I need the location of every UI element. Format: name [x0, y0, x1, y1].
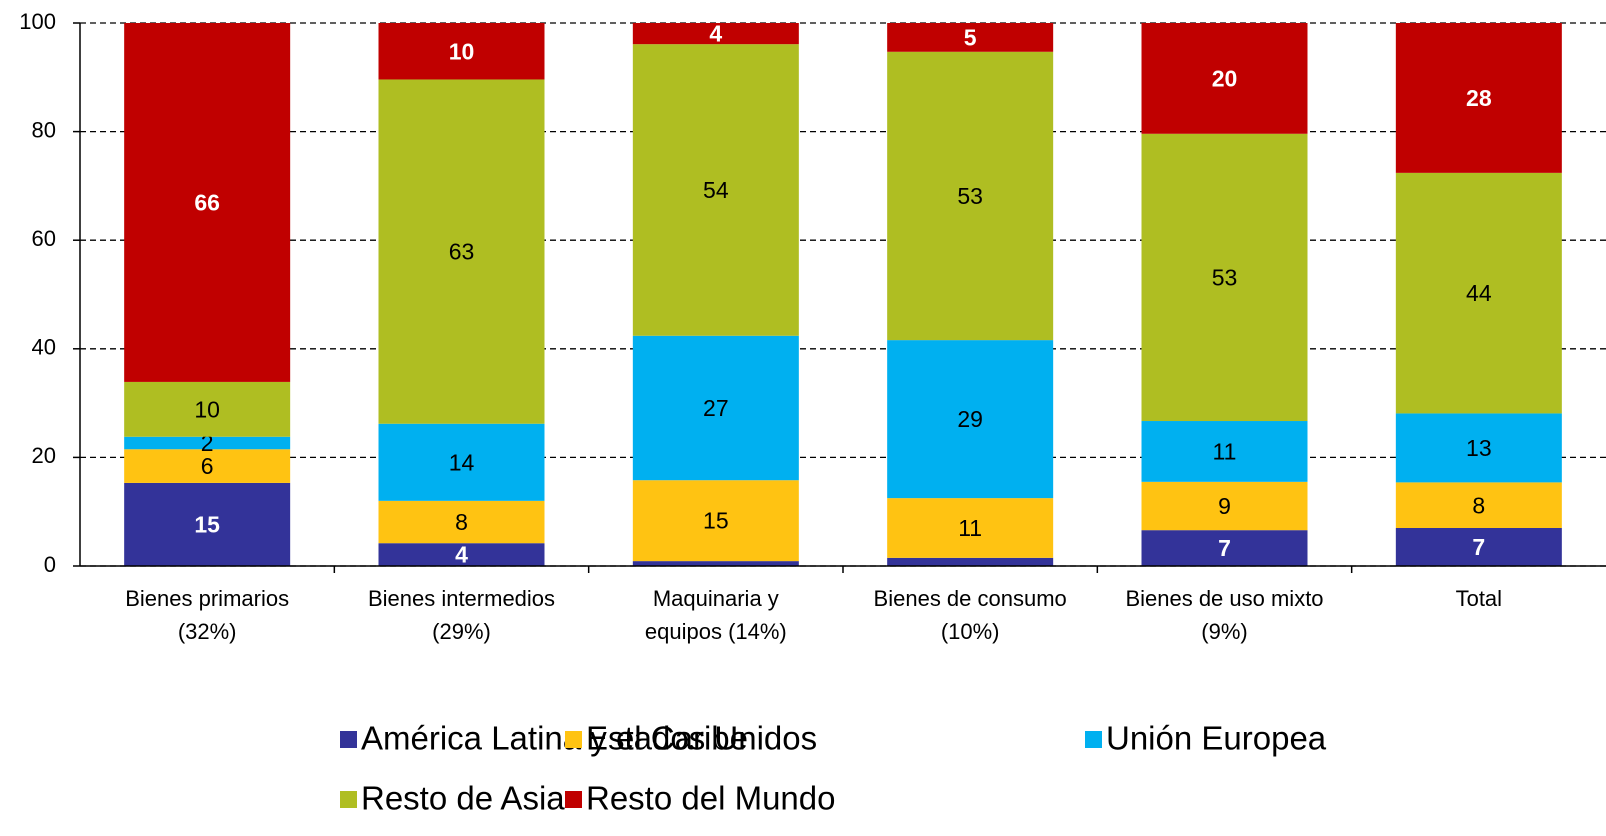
data-label: 27 [703, 395, 729, 421]
bar-segment [632, 480, 799, 562]
x-tick-label: (32%) [178, 619, 237, 644]
y-tick-label: 100 [19, 9, 56, 34]
bar-segment [1141, 133, 1308, 422]
bar-segment [378, 79, 545, 424]
data-label: 8 [455, 509, 468, 535]
bar-segment [1395, 23, 1562, 173]
legend-label: Unión Europea [1106, 720, 1327, 757]
bar-segment [887, 498, 1054, 558]
data-label: 7 [1472, 534, 1485, 560]
data-label: 20 [1212, 65, 1238, 91]
data-label: 63 [449, 239, 475, 265]
data-label: 8 [1472, 492, 1485, 518]
bar-segment [378, 543, 545, 566]
x-tick-label: Maquinaria y [653, 586, 779, 611]
legend-swatch [1085, 731, 1102, 748]
legend-swatch [565, 731, 582, 748]
x-tick-label: Bienes de uso mixto [1125, 586, 1323, 611]
legend-label: Resto del Mundo [586, 780, 835, 817]
bar-segment [1395, 413, 1562, 483]
bar-segment [124, 23, 291, 382]
data-label: 10 [449, 38, 475, 64]
x-tick-label: Total [1456, 586, 1502, 611]
bar-segment [378, 500, 545, 544]
bar-segment [1141, 481, 1308, 531]
bar-segment [1395, 172, 1562, 414]
bar-segment [1141, 530, 1308, 566]
bar-segment [632, 335, 799, 481]
x-tick-label: Bienes de consumo [874, 586, 1067, 611]
bar-segment [887, 51, 1054, 341]
legend-label: Resto de Asia [361, 780, 565, 817]
bar-segment [887, 23, 1054, 52]
data-label: 15 [703, 508, 729, 534]
y-tick-label: 40 [32, 335, 56, 360]
data-label: 10 [194, 396, 220, 422]
legend-label: América Latina y el Caribe [361, 720, 748, 757]
bar-segment [887, 340, 1054, 499]
x-tick-label: equipos (14%) [645, 619, 787, 644]
data-label: 53 [1212, 264, 1238, 290]
data-label: 4 [455, 542, 468, 568]
data-label: 11 [958, 515, 982, 541]
legend-swatch [340, 791, 357, 808]
y-tick-label: 20 [32, 443, 56, 468]
data-label: 15 [194, 512, 220, 538]
x-tick-label: Bienes primarios [125, 586, 289, 611]
data-label: 44 [1466, 280, 1492, 306]
legend-swatch [340, 731, 357, 748]
bar-segment [124, 381, 291, 437]
data-label: 7 [1218, 535, 1231, 561]
data-label: 28 [1466, 85, 1492, 111]
bar-segment [124, 436, 291, 450]
bar-segment [632, 44, 799, 336]
data-label: 11 [1213, 439, 1237, 465]
data-label: 6 [201, 453, 214, 479]
x-tick-label: (29%) [432, 619, 491, 644]
data-label: 13 [1466, 435, 1492, 461]
bar-segment [887, 557, 1054, 566]
bar-segment [378, 23, 545, 80]
x-tick-label: (9%) [1201, 619, 1247, 644]
data-label: 5 [964, 24, 977, 50]
bar-segment [1141, 23, 1308, 134]
data-label: 66 [194, 190, 220, 216]
data-label: 14 [449, 449, 475, 475]
bar-segment [632, 561, 799, 566]
bar-segment [1395, 482, 1562, 528]
data-label: 4 [709, 21, 722, 47]
bar-segment [1141, 421, 1308, 482]
bar-segment [124, 482, 291, 566]
legend-swatch [565, 791, 582, 808]
bar-segment [124, 449, 291, 483]
y-tick-label: 0 [44, 552, 56, 577]
bar-segment [378, 423, 545, 501]
bar-segment [632, 23, 799, 45]
data-label: 54 [703, 177, 729, 203]
bar-segment [1395, 527, 1562, 566]
legend-label: Estados Unidos [586, 720, 817, 757]
x-tick-label: Bienes intermedios [368, 586, 555, 611]
y-tick-label: 60 [32, 226, 56, 251]
y-tick-label: 80 [32, 117, 56, 142]
data-label: 29 [957, 406, 983, 432]
data-label: 53 [957, 183, 983, 209]
x-tick-label: (10%) [941, 619, 1000, 644]
data-label: 9 [1218, 493, 1231, 519]
